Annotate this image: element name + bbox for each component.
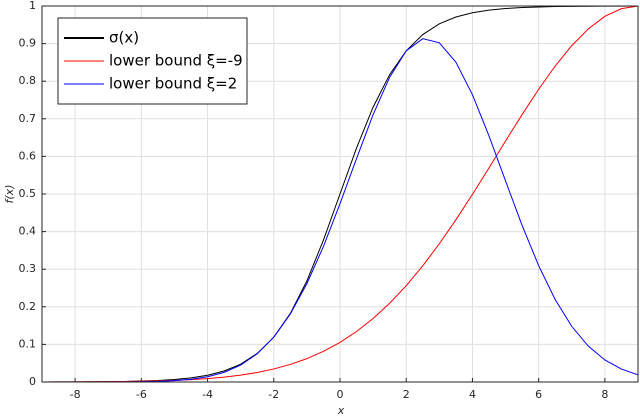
y-axis-label: f(x) [3, 185, 16, 204]
y-tick-label: 0.6 [19, 149, 37, 162]
x-tick-label: 0 [337, 388, 344, 401]
legend-label: lower bound ξ=-9 [109, 52, 243, 70]
legend-label: σ(x) [109, 29, 139, 47]
y-tick-label: 0 [29, 375, 36, 388]
legend: σ(x) lower bound ξ=-9 lower bound ξ=2 [57, 17, 248, 105]
y-tick-label: 0.8 [19, 74, 37, 87]
y-tick-label: 0.9 [19, 37, 37, 50]
y-tick-label: 0.4 [19, 225, 37, 238]
x-axis-label: x [337, 404, 345, 417]
x-tick-label: -8 [70, 388, 81, 401]
legend-label: lower bound ξ=2 [109, 75, 237, 93]
y-tick-label: 0.1 [19, 337, 37, 350]
x-tick-label: -2 [268, 388, 279, 401]
x-tick-label: 6 [535, 388, 542, 401]
x-tick-label: 4 [469, 388, 476, 401]
y-tick-label: 0.7 [19, 112, 37, 125]
y-tick-label: 1 [29, 0, 36, 12]
axes-box [41, 5, 639, 383]
x-tick-label: 2 [403, 388, 410, 401]
y-tick-label: 0.3 [19, 262, 37, 275]
y-tick-label: 0.5 [19, 187, 37, 200]
y-tick-label: 0.2 [19, 300, 37, 313]
x-tick-label: 8 [601, 388, 608, 401]
x-tick-label: -4 [202, 388, 213, 401]
x-tick-label: -6 [136, 388, 147, 401]
